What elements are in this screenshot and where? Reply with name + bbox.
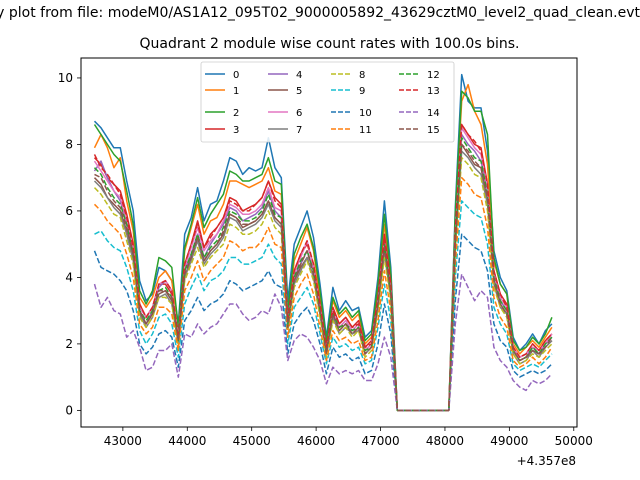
x-tick-label: 45000 <box>233 434 271 448</box>
x-tick-label: 47000 <box>361 434 399 448</box>
legend-label-11: 11 <box>359 125 372 136</box>
series-line-15 <box>94 143 553 412</box>
x-tick-label: 43000 <box>104 434 142 448</box>
legend-label-6: 6 <box>296 108 302 119</box>
series-line-11 <box>93 176 553 412</box>
legend-label-5: 5 <box>296 86 302 97</box>
legend-label-10: 10 <box>359 108 372 119</box>
chart-title: Quadrant 2 module wise count rates with … <box>139 36 520 52</box>
y-tick-label: 2 <box>65 337 73 351</box>
x-tick-label: 46000 <box>297 434 335 448</box>
y-axis: 0 2 4 6 8 10 <box>58 71 81 417</box>
series-line-8 <box>93 156 553 412</box>
x-axis: 43000 44000 45000 46000 47000 48000 49000 50000 <box>104 427 593 448</box>
legend-label-7: 7 <box>296 125 302 136</box>
legend-label-8: 8 <box>359 70 365 81</box>
x-tick-label: 48000 <box>426 434 464 448</box>
legend-label-15: 15 <box>427 125 440 136</box>
plot-lines <box>93 73 553 412</box>
series-line-9 <box>94 200 553 412</box>
legend-label-12: 12 <box>427 70 440 81</box>
y-tick-label: 4 <box>65 270 73 284</box>
legend-label-13: 13 <box>427 86 440 97</box>
y-tick-label: 10 <box>58 71 73 85</box>
legend-label-1: 1 <box>233 86 239 97</box>
y-tick-label: 8 <box>65 137 73 151</box>
figure-suptitle-wrap: mkf_plot.py plot from file: modeM0/AS1A1… <box>0 5 640 33</box>
figure-suptitle: mkf_plot.py plot from file: modeM0/AS1A1… <box>0 5 640 21</box>
legend-label-9: 9 <box>359 86 365 97</box>
legend-label-3: 3 <box>233 125 239 136</box>
x-tick-label: 50000 <box>555 434 593 448</box>
x-tick-label: 44000 <box>168 434 206 448</box>
series-line-13 <box>93 123 553 412</box>
legend-label-2: 2 <box>233 108 239 119</box>
y-tick-label: 6 <box>65 204 73 218</box>
legend-label-0: 0 <box>233 70 239 81</box>
axes-frame <box>80 57 578 428</box>
legend-label-4: 4 <box>296 70 302 81</box>
x-tick-label: 49000 <box>490 434 528 448</box>
series-line-2 <box>93 90 553 412</box>
legend-box <box>200 61 455 143</box>
x-offset-label: +4.357e8 <box>517 454 576 468</box>
y-tick-label: 0 <box>65 403 73 417</box>
series-line-14 <box>93 273 553 412</box>
legend-label-14: 14 <box>427 108 440 119</box>
series-line-10 <box>93 233 553 412</box>
